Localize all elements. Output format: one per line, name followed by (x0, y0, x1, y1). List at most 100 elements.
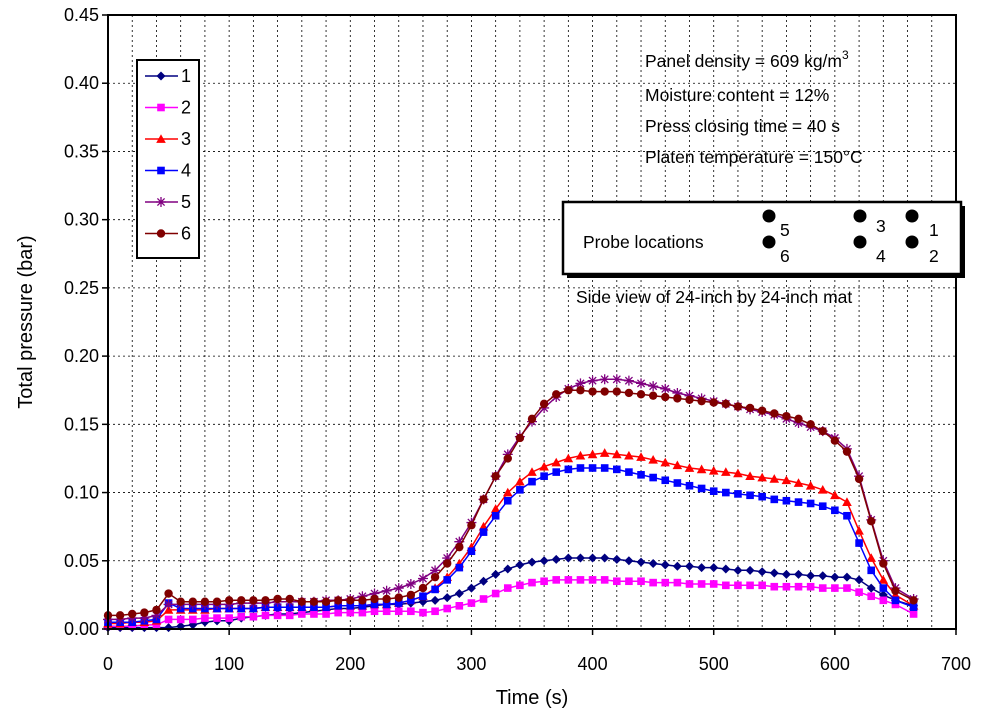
series-4-point (637, 471, 645, 479)
series-2-point (382, 607, 391, 616)
series-3-point (648, 455, 658, 464)
series-2-point (673, 578, 682, 587)
probe-label-3: 3 (876, 216, 886, 236)
x-tick-label: 300 (456, 654, 486, 674)
series-2-point (249, 612, 258, 621)
series-1-point (575, 553, 585, 563)
series-4-point (564, 465, 573, 474)
series-4-point (722, 488, 730, 497)
series-1-point (757, 567, 767, 577)
series-2-point (516, 581, 524, 590)
series-2-point (831, 584, 839, 592)
series-6-point (503, 454, 512, 463)
series-2-point (201, 614, 209, 622)
legend-marker (156, 197, 166, 207)
probe-label-6: 6 (780, 246, 790, 266)
series-4-point (831, 506, 839, 515)
legend-frame (136, 59, 200, 259)
series-4-point (443, 576, 451, 584)
series-6-point (648, 391, 658, 400)
platen-temperature-note: Platen temperature = 150°C (645, 147, 863, 167)
series-4-point (540, 472, 548, 480)
series-2-point (189, 615, 197, 624)
series-1-point (612, 554, 622, 564)
legend-label: 2 (181, 98, 191, 118)
series-1-point (624, 556, 634, 566)
series-6-point (576, 386, 585, 395)
probe-dot-6 (762, 235, 776, 249)
series-4-point (685, 481, 694, 490)
y-tick-label: 0.15 (64, 414, 99, 434)
series-6-point (394, 593, 403, 602)
series-4-point (322, 603, 330, 611)
series-3-point (624, 450, 634, 460)
series-2-point (237, 612, 246, 621)
series-2-point (588, 576, 597, 584)
series-6-point (249, 596, 258, 605)
y-tick-label: 0.35 (64, 141, 99, 161)
series-3-point (696, 464, 707, 474)
series-6-point (745, 403, 755, 413)
legend-entry-2: 2 (145, 98, 191, 118)
series-1-point (866, 583, 876, 593)
series-5-point (163, 599, 174, 610)
x-tick-label: 600 (820, 654, 850, 674)
series-1-point (539, 556, 549, 566)
series-4-point (758, 492, 766, 501)
series-3-point (793, 478, 804, 487)
series-1-point (648, 559, 658, 569)
series-3-point (515, 476, 525, 486)
series-2-point (213, 614, 221, 622)
series-5-point (369, 588, 380, 599)
series-2-point (310, 610, 318, 618)
x-axis-title: Time (s) (496, 687, 569, 709)
series-1-point (830, 572, 840, 582)
axis-ticks: 0 100 200 300 400 500 600 700 0.00 0.05 0.10 0.15 0.… (64, 5, 971, 674)
x-tick-label: 500 (699, 654, 729, 674)
series-2-point (322, 610, 330, 618)
series-5-point (648, 381, 659, 392)
series-3-point (854, 525, 864, 535)
series-4-point (310, 603, 318, 611)
series-4-point (855, 539, 863, 547)
series-4-point (843, 511, 851, 520)
series-2-point (346, 608, 355, 617)
series-4-point (661, 476, 670, 485)
series-6-point (261, 596, 270, 605)
series-6-point (624, 388, 634, 398)
legend-entries: 1 2 3 4 5 6 (145, 66, 191, 244)
series-6-point (697, 396, 706, 406)
x-tick-label: 200 (335, 654, 365, 674)
y-tick-label: 0.30 (64, 210, 99, 230)
y-axis-title: Total pressure (bar) (15, 235, 37, 408)
series-1-point (854, 575, 864, 585)
series-2-point (734, 581, 742, 590)
series-6-point (115, 611, 125, 620)
probe-box-title: Probe locations (583, 232, 704, 252)
series-5-point (442, 553, 453, 564)
series-2-point (782, 582, 791, 591)
series-4-point (407, 596, 415, 605)
series-1-point (600, 553, 610, 563)
series-3-point (539, 461, 549, 471)
series-1-point (479, 576, 489, 586)
series-2-point (746, 581, 754, 590)
series-1-point (454, 589, 464, 599)
series-3-point (636, 452, 646, 461)
series-2-point (128, 622, 137, 631)
series-6-point (867, 517, 876, 526)
series-6-point (382, 594, 391, 604)
series-1-point (794, 569, 804, 579)
series-3-point (660, 457, 671, 467)
series-1-point (466, 583, 476, 593)
series-4-point (491, 511, 500, 520)
series-1-point (660, 560, 670, 570)
series-4-point (806, 499, 815, 508)
probe-label-4: 4 (876, 246, 886, 266)
series-2-point (540, 577, 548, 586)
series-6-point (346, 596, 355, 605)
series-3-point (721, 467, 731, 476)
series-4-point (879, 584, 888, 592)
series-6-point (200, 597, 210, 606)
series-2-point (770, 582, 779, 591)
